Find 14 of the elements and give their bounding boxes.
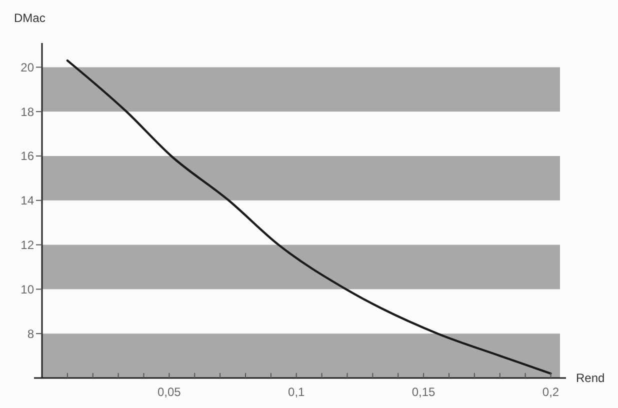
- x-tick-label: 0,05: [158, 385, 182, 399]
- x-tick-label: 0,2: [542, 385, 560, 399]
- y-tick-label: 12: [20, 238, 34, 252]
- y-tick-label: 16: [20, 149, 34, 164]
- x-tick-label: 0,15: [412, 385, 436, 399]
- y-tick-label: 8: [27, 326, 34, 341]
- y-axis-title: DMac: [14, 11, 46, 25]
- y-tick-label: 10: [20, 282, 34, 296]
- line-series: [66, 59, 552, 375]
- y-tick-label: 14: [20, 194, 34, 208]
- x-tick-label: 0,1: [288, 385, 306, 399]
- x-axis-title: Rend: [576, 371, 605, 385]
- y-tick-label: 20: [20, 60, 34, 74]
- y-tick-label: 18: [20, 104, 34, 119]
